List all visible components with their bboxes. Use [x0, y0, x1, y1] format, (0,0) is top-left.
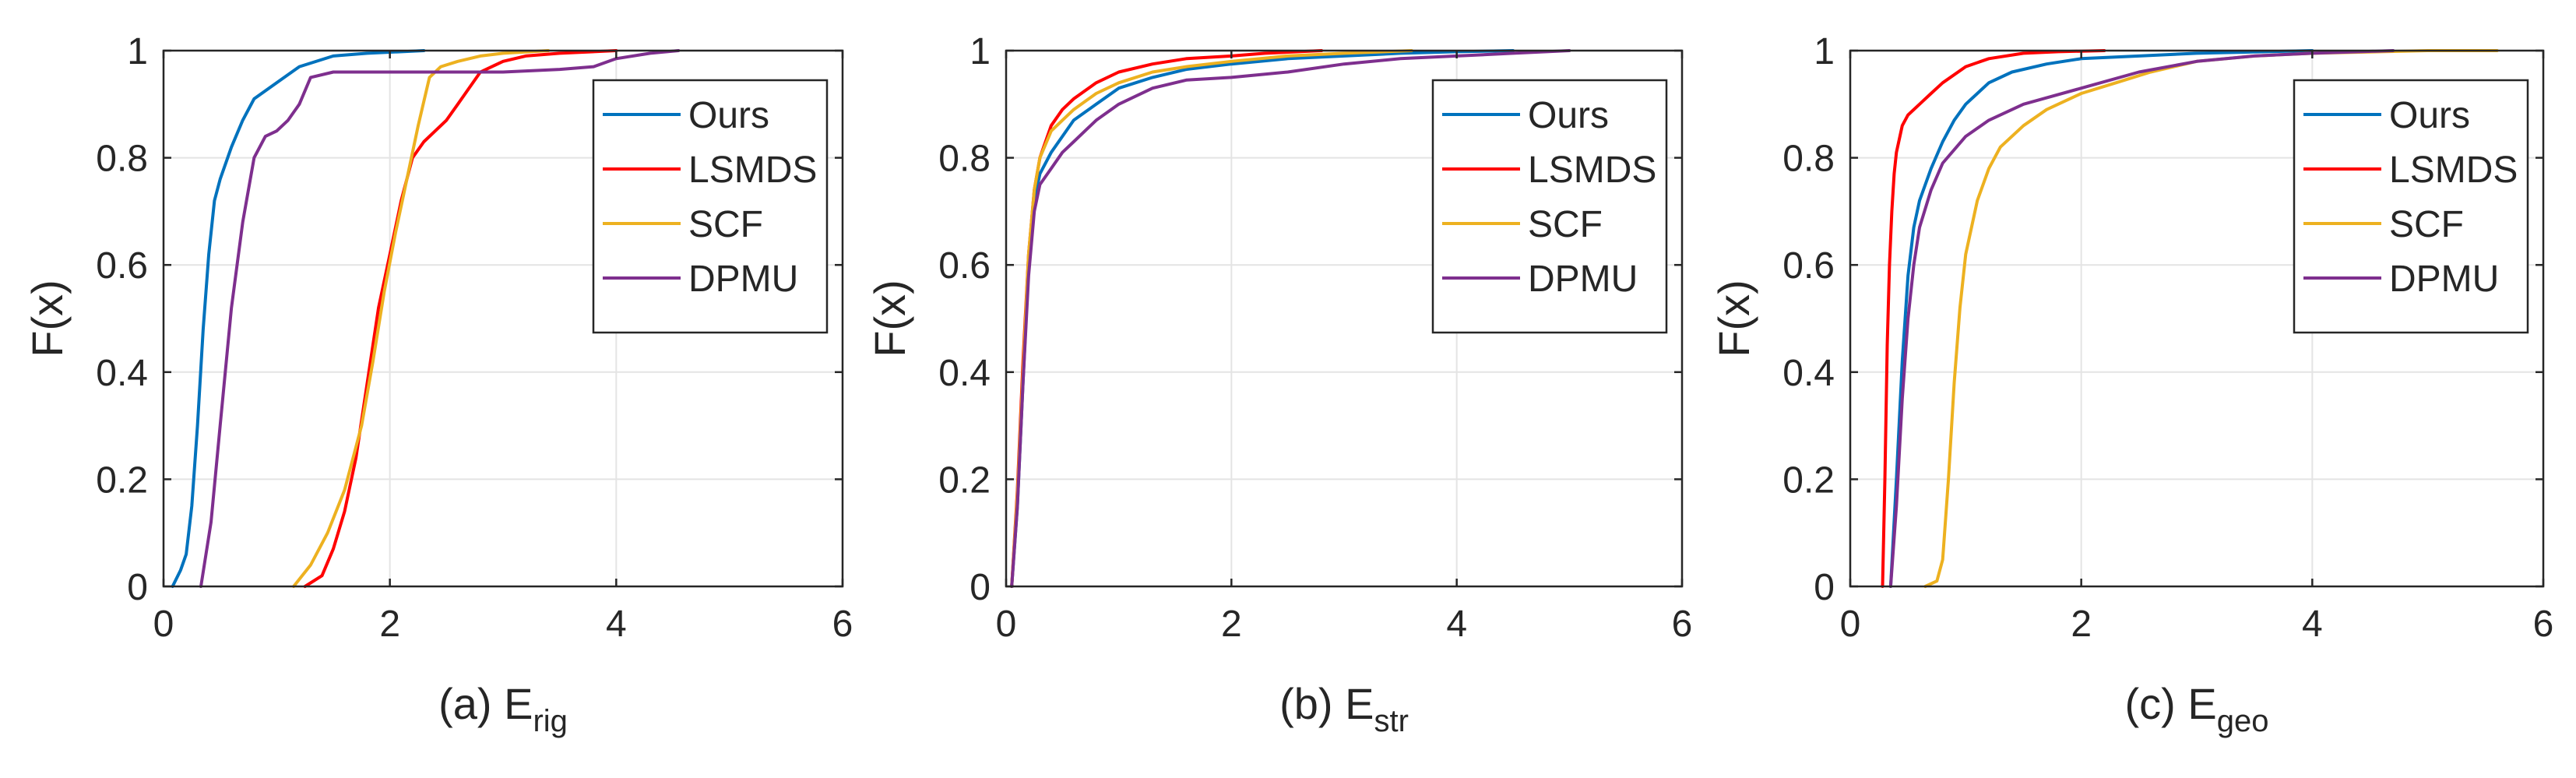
panel-caption-subscript: rig [533, 704, 567, 738]
y-tick-label: 0.8 [96, 139, 148, 180]
y-tick-label: 1 [970, 31, 991, 72]
x-tick-label: 4 [1446, 604, 1467, 645]
series-line-scf [1010, 49, 1413, 588]
y-tick-label: 0.2 [96, 459, 148, 501]
y-tick-label: 0.8 [1782, 139, 1835, 180]
x-tick-label: 4 [2302, 604, 2323, 645]
chart-panel-2: 0 2 4 6 0 0.2 0.4 0.6 0.8 1 F(x) (b) Estr Ours LSMDS S… [865, 31, 1692, 738]
series-line-dpmu [1010, 49, 1571, 588]
axes-box [1849, 49, 2545, 588]
legend-label-dpmu: DPMU [2389, 259, 2499, 300]
panel-caption-main: (b) E [1279, 679, 1374, 728]
axes-box [1005, 49, 1684, 588]
panel-caption-subscript: geo [2217, 704, 2269, 738]
panel-caption-subscript: str [1374, 704, 1408, 738]
panel-caption: (c) Egeo [2125, 679, 2269, 738]
y-axis-label: F(x) [23, 280, 72, 357]
series-line-dpmu [199, 49, 681, 588]
y-tick-label: 1 [1814, 31, 1835, 72]
series-line-lsmds [1881, 49, 2106, 588]
legend-box [2293, 79, 2529, 334]
legend-label-lsmds: LSMDS [688, 150, 817, 191]
y-tick-label: 0 [1814, 567, 1835, 608]
legend-label-lsmds: LSMDS [1528, 150, 1656, 191]
x-tick-label: 0 [1840, 604, 1861, 645]
axes-box [162, 49, 844, 588]
legend-label-scf: SCF [688, 204, 763, 245]
y-tick-label: 0.4 [96, 353, 148, 394]
legend: Ours LSMDS SCF DPMU [1431, 79, 1668, 334]
x-tick-label: 2 [379, 604, 400, 645]
x-tick-label: 0 [996, 604, 1017, 645]
y-tick-label: 0.6 [96, 245, 148, 287]
y-tick-label: 0 [970, 567, 991, 608]
y-tick-label: 0 [127, 567, 148, 608]
legend-label-dpmu: DPMU [688, 259, 798, 300]
x-tick-label: 2 [2071, 604, 2092, 645]
series-line-ours [1888, 49, 2314, 588]
legend-label-lsmds: LSMDS [2389, 150, 2518, 191]
panel-caption: (b) Estr [1279, 679, 1409, 738]
x-tick-label: 6 [832, 604, 853, 645]
y-tick-label: 0.6 [938, 245, 991, 287]
series-line-ours [171, 49, 426, 588]
panel-caption-main: (c) E [2125, 679, 2217, 728]
y-tick-label: 0.4 [1782, 353, 1835, 394]
legend-label-ours: Ours [1528, 95, 1609, 136]
x-tick-label: 4 [606, 604, 627, 645]
series-line-scf [292, 49, 551, 588]
series-line-lsmds [1010, 49, 1324, 588]
y-tick-label: 0.2 [938, 459, 991, 501]
chart-panel-3: 0 2 4 6 0 0.2 0.4 0.6 0.8 1 F(x) (c) Egeo Ours LSMDS S… [1709, 31, 2553, 738]
legend-box [592, 79, 829, 334]
legend: Ours LSMDS SCF DPMU [592, 79, 829, 334]
legend-label-ours: Ours [2389, 95, 2470, 136]
series-line-lsmds [303, 49, 618, 588]
x-tick-label: 6 [1672, 604, 1693, 645]
x-tick-label: 0 [153, 604, 174, 645]
y-tick-label: 0.2 [1782, 459, 1835, 501]
y-axis-label: F(x) [1709, 280, 1758, 357]
legend: Ours LSMDS SCF DPMU [2293, 79, 2529, 334]
y-axis-label: F(x) [865, 280, 914, 357]
x-tick-label: 6 [2533, 604, 2554, 645]
legend-box [1431, 79, 1668, 334]
panel-caption: (a) Erig [438, 679, 568, 738]
chart-panel-1: 0 2 4 6 0 0.2 0.4 0.6 0.8 1 F(x) (a) Erig Ours LSMDS S… [23, 31, 853, 738]
y-tick-label: 1 [127, 31, 148, 72]
legend-label-ours: Ours [688, 95, 769, 136]
legend-label-scf: SCF [2389, 204, 2464, 245]
panel-caption-main: (a) E [438, 679, 533, 728]
legend-label-scf: SCF [1528, 204, 1603, 245]
y-tick-label: 0.4 [938, 353, 991, 394]
y-tick-label: 0.6 [1782, 245, 1835, 287]
series-line-dpmu [1888, 49, 2395, 588]
legend-label-dpmu: DPMU [1528, 259, 1638, 300]
x-tick-label: 2 [1221, 604, 1242, 645]
y-tick-label: 0.8 [938, 139, 991, 180]
